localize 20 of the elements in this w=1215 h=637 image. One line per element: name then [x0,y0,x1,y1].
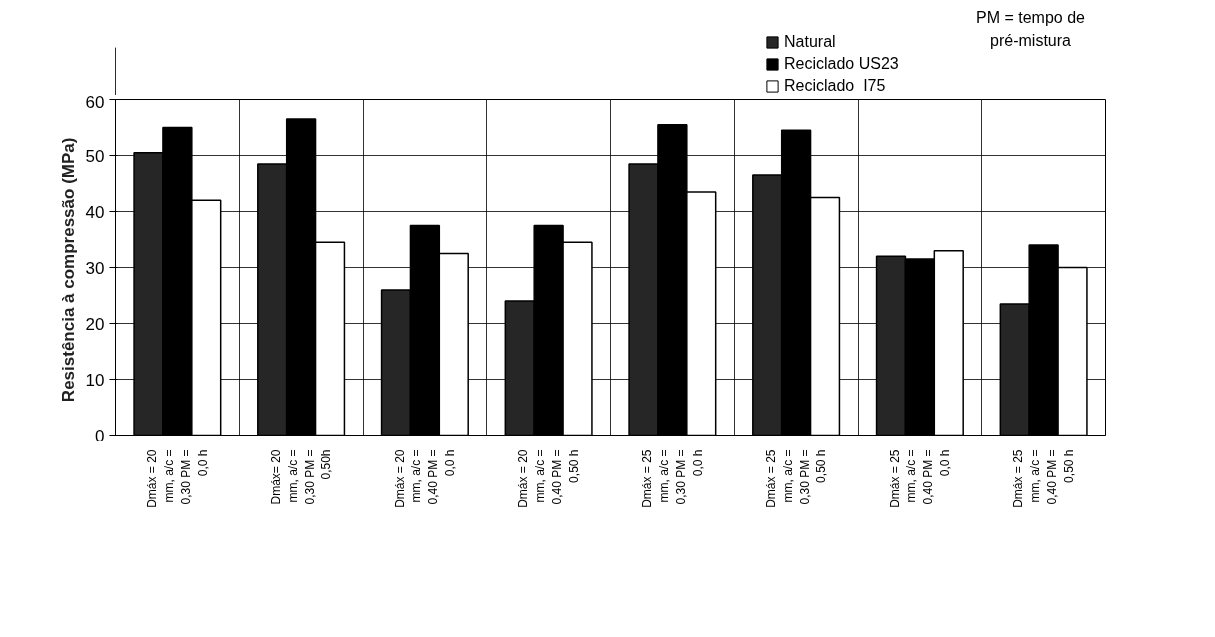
y-tick-label: 60 [85,92,105,112]
legend-label: Reciclado US23 [784,55,899,73]
y-tick-label: 50 [85,146,105,166]
x-tick-label: Dmáx = 20 mm, a/c = 0,30 PM = 0,0 h [145,449,210,508]
text: PM = tempo de pré-mistura [976,8,1086,50]
legend-label: Reciclado I75 [784,77,886,95]
legend-label: Natural [784,33,836,51]
x-tick-label: Dmáx = 25 mm, a/c = 0,40 PM = 0,50 h [1011,449,1076,508]
x-tick-label: Dmáx= 20 mm, a/c = 0,30 PM = 0,50h [268,449,334,505]
y-tick-label: 30 [85,258,105,278]
x-tick-label: Dmáx = 25 mm, a/c = 0,30 PM = 0,50 h [763,449,829,508]
y-axis-title: Resistência à compressão (MPa) [58,137,78,403]
x-tick-label: Dmáx = 20 mm, a/c = 0,40 PM = 0,0 h [392,449,458,508]
y-tick-label: 40 [85,202,105,222]
y-tick-label: 10 [85,370,105,390]
x-tick-label: Dmáx = 25 mm, a/c = 0,40 PM = 0,0 h [887,449,953,508]
y-tick-label: 20 [85,314,105,334]
x-tick-label: Dmáx = 20 mm, a/c = 0,40 PM = 0,50 h [516,449,581,508]
y-tick-label: 0 [95,426,105,446]
x-tick-label: Dmáx = 25 mm, a/c = 0,30 PM = 0,0 h [640,449,705,508]
